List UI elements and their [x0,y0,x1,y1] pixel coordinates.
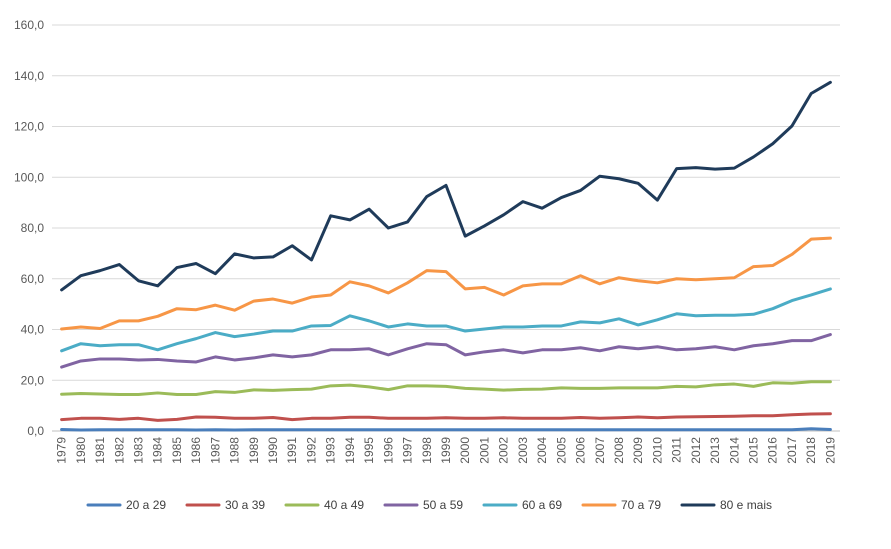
x-tick-label: 2013 [708,437,722,464]
y-tick-label: 120,0 [14,120,44,134]
x-tick-label: 2010 [650,437,664,464]
legend-label: 80 e mais [720,498,772,512]
x-tick-label: 1992 [304,437,318,464]
x-tick-label: 1999 [439,437,453,464]
legend-label: 30 a 39 [225,498,265,512]
x-tick-label: 2019 [823,437,837,464]
x-tick-label: 2005 [554,437,568,464]
x-tick-label: 2015 [747,437,761,464]
x-tick-label: 2004 [535,437,549,464]
series-line-2 [60,412,832,422]
x-tick-label: 1982 [112,437,126,464]
x-tick-label: 2017 [785,437,799,464]
x-tick-label: 1994 [343,437,357,464]
x-tick-label: 1980 [74,437,88,464]
legend-label: 60 a 69 [522,498,562,512]
series-line-5 [60,287,832,353]
x-tick-label: 2011 [670,437,684,463]
x-tick-label: 1995 [362,437,376,464]
x-tick-label: 1998 [420,437,434,464]
series-lines [60,80,832,432]
x-tick-label: 1985 [170,437,184,464]
x-tick-label: 1990 [266,437,280,464]
y-tick-label: 0,0 [27,424,44,438]
series-line-7 [60,80,832,292]
x-tick-label: 1981 [93,437,107,464]
x-tick-label: 2014 [727,437,741,464]
x-tick-label: 1989 [247,437,261,464]
x-tick-label: 2009 [631,437,645,464]
x-tick-label: 2012 [689,437,703,464]
legend-label: 70 a 79 [621,498,661,512]
x-tick-label: 2002 [497,437,511,464]
series-line-6 [60,236,832,331]
x-tick-label: 1986 [189,437,203,464]
legend: 20 a 29 30 a 39 40 a 49 50 a 59 60 a 69 70 a … [86,498,772,512]
series-line-4 [60,333,832,369]
legend-label: 50 a 59 [423,498,463,512]
x-tick-label: 2008 [612,437,626,464]
x-tick-label: 2016 [766,437,780,464]
y-tick-label: 60,0 [21,272,45,286]
legend-label: 40 a 49 [324,498,364,512]
series-line-3 [60,380,832,396]
x-tick-label: 1987 [208,437,222,464]
x-tick-label: 1979 [55,437,69,464]
y-tick-label: 140,0 [14,69,44,83]
y-tick-label: 20,0 [21,373,45,387]
x-tick-label: 2018 [804,437,818,464]
x-tick-label: 2000 [458,437,472,464]
x-tick-label: 2001 [477,437,491,464]
x-tick-label: 1988 [228,437,242,464]
legend-label: 20 a 29 [126,498,166,512]
x-tick-label: 2006 [574,437,588,464]
x-tick-label: 1993 [324,437,338,464]
y-axis-tick-labels: 0,0 20,0 40,0 60,0 80,0 100,0 120,0 140,0 160,0 [14,18,44,438]
gridlines [52,24,840,381]
series-line-1 [60,427,832,432]
x-tick-label: 1984 [151,437,165,464]
y-tick-label: 40,0 [21,323,45,337]
x-tick-label: 2003 [516,437,530,464]
x-tick-label: 1996 [381,437,395,464]
x-tick-label: 1983 [131,437,145,464]
x-tick-label: 2007 [593,437,607,464]
y-tick-label: 100,0 [14,170,44,184]
y-tick-label: 160,0 [14,18,44,32]
y-tick-label: 80,0 [21,221,45,235]
x-axis-tick-labels: 1979 1980 1981 1982 1983 1984 1985 1986 1987 1988… [55,437,838,464]
x-tick-label: 1997 [401,437,415,464]
x-tick-label: 1991 [285,437,299,464]
